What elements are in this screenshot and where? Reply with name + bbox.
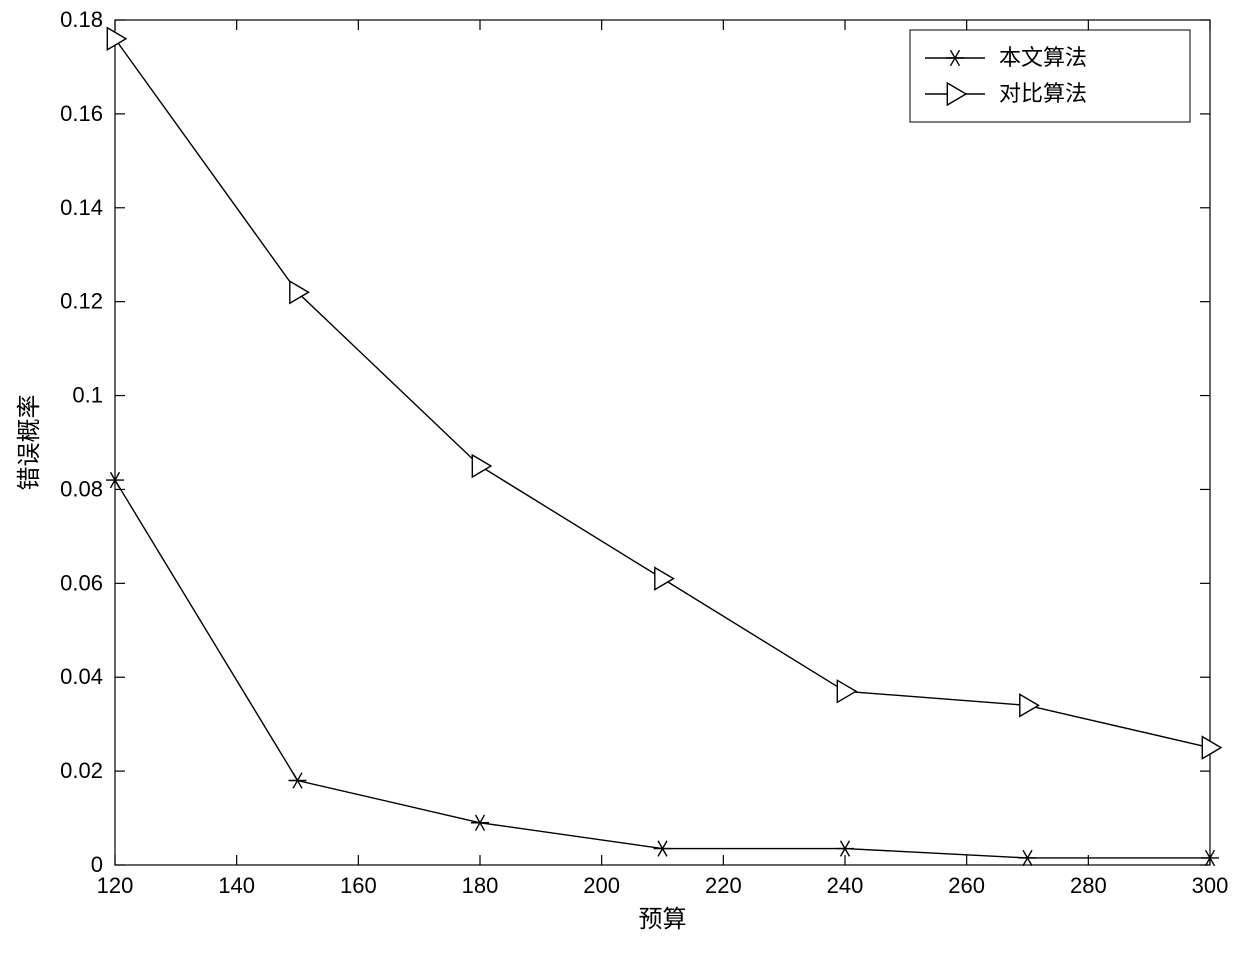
y-tick-label: 0 bbox=[91, 852, 103, 877]
legend-label-proposed: 本文算法 bbox=[999, 45, 1087, 70]
legend-box bbox=[910, 30, 1190, 122]
y-tick-label: 0.16 bbox=[60, 101, 103, 126]
y-tick-label: 0.04 bbox=[60, 664, 103, 689]
x-tick-label: 280 bbox=[1070, 873, 1107, 898]
chart-background bbox=[0, 0, 1240, 957]
y-axis-label: 错误概率 bbox=[16, 395, 43, 491]
y-tick-label: 0.08 bbox=[60, 476, 103, 501]
x-tick-label: 220 bbox=[705, 873, 742, 898]
y-tick-label: 0.18 bbox=[60, 7, 103, 32]
x-tick-label: 240 bbox=[827, 873, 864, 898]
y-tick-label: 0.14 bbox=[60, 195, 103, 220]
legend: 本文算法对比算法 bbox=[910, 30, 1190, 122]
line-chart: 120140160180200220240260280300预算00.020.0… bbox=[0, 0, 1240, 957]
legend-label-baseline: 对比算法 bbox=[999, 81, 1087, 106]
x-tick-label: 260 bbox=[948, 873, 985, 898]
x-tick-label: 300 bbox=[1192, 873, 1229, 898]
y-tick-label: 0.02 bbox=[60, 758, 103, 783]
y-tick-label: 0.12 bbox=[60, 289, 103, 314]
x-tick-label: 140 bbox=[218, 873, 255, 898]
x-axis-label: 预算 bbox=[639, 906, 687, 933]
y-tick-label: 0.1 bbox=[72, 383, 103, 408]
chart-container: 120140160180200220240260280300预算00.020.0… bbox=[0, 0, 1240, 957]
x-tick-label: 200 bbox=[583, 873, 620, 898]
x-tick-label: 180 bbox=[462, 873, 499, 898]
y-tick-label: 0.06 bbox=[60, 570, 103, 595]
x-tick-label: 160 bbox=[340, 873, 377, 898]
